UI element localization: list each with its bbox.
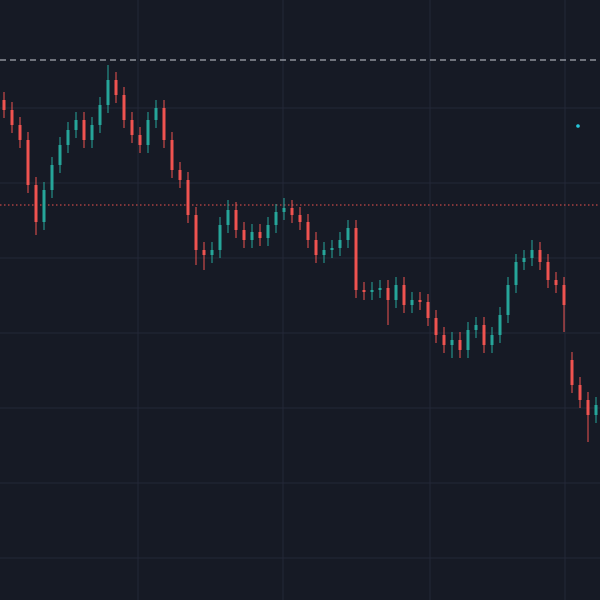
candle-body (314, 240, 318, 255)
candle-body (226, 210, 230, 225)
candle-body (106, 80, 110, 105)
candle-body (522, 258, 526, 262)
candle-body (306, 222, 310, 240)
candle-body (18, 125, 22, 140)
candle-body (178, 170, 182, 180)
candle-body (482, 325, 486, 345)
candle-body (554, 280, 558, 285)
candle-body (506, 285, 510, 315)
candle-body (474, 325, 478, 330)
candle-body (410, 300, 414, 305)
candle-body (378, 288, 382, 290)
candle-body (274, 212, 278, 225)
candle-body (442, 335, 446, 345)
candle-body (130, 120, 134, 135)
candle-body (578, 385, 582, 400)
candle-body (338, 240, 342, 248)
candle-body (98, 105, 102, 125)
candle-body (570, 360, 574, 385)
candle-body (586, 400, 590, 415)
candle-body (434, 318, 438, 335)
candle-body (26, 140, 30, 185)
candle-body (34, 185, 38, 222)
candle-body (242, 230, 246, 240)
candle-body (202, 250, 206, 255)
candle-body (58, 145, 62, 165)
candle-body (514, 262, 518, 285)
candle-body (354, 228, 358, 290)
candle-body (322, 250, 326, 255)
candle-body (122, 95, 126, 120)
candle-body (362, 290, 366, 292)
candle-body (290, 208, 294, 215)
candle-body (234, 210, 238, 230)
candle-body (74, 120, 78, 130)
candle-body (194, 215, 198, 250)
candle-body (66, 130, 70, 145)
candle-body (562, 285, 566, 305)
candle-body (154, 108, 158, 120)
candle-body (218, 225, 222, 250)
candle-body (266, 225, 270, 238)
candle-body (210, 250, 214, 255)
candle-body (162, 108, 166, 140)
candle-body (50, 165, 54, 190)
candle-body (298, 215, 302, 222)
candle-body (546, 262, 550, 280)
candle-body (418, 300, 422, 302)
candle-body (82, 120, 86, 140)
marker-dot (576, 124, 580, 128)
candle-body (258, 232, 262, 238)
candle-body (10, 110, 14, 125)
candle-body (114, 80, 118, 95)
candle-body (250, 232, 254, 240)
candle-body (450, 340, 454, 345)
candle-body (346, 228, 350, 240)
candle-body (594, 405, 598, 415)
candle-body (530, 250, 534, 258)
candle-body (186, 180, 190, 215)
candle-body (42, 190, 46, 222)
candle-body (138, 135, 142, 145)
candle-body (146, 120, 150, 145)
candle-body (538, 250, 542, 262)
candle-body (282, 208, 286, 212)
candle-body (490, 335, 494, 345)
candle-body (2, 100, 6, 110)
candle-body (90, 125, 94, 140)
candle-body (394, 285, 398, 300)
candle-body (386, 288, 390, 300)
candle-body (330, 248, 334, 250)
candle-body (370, 290, 374, 292)
candle-body (498, 315, 502, 335)
candle-body (426, 302, 430, 318)
candle-body (402, 285, 406, 305)
candle-body (466, 330, 470, 350)
candle-body (458, 340, 462, 350)
candle-body (170, 140, 174, 170)
